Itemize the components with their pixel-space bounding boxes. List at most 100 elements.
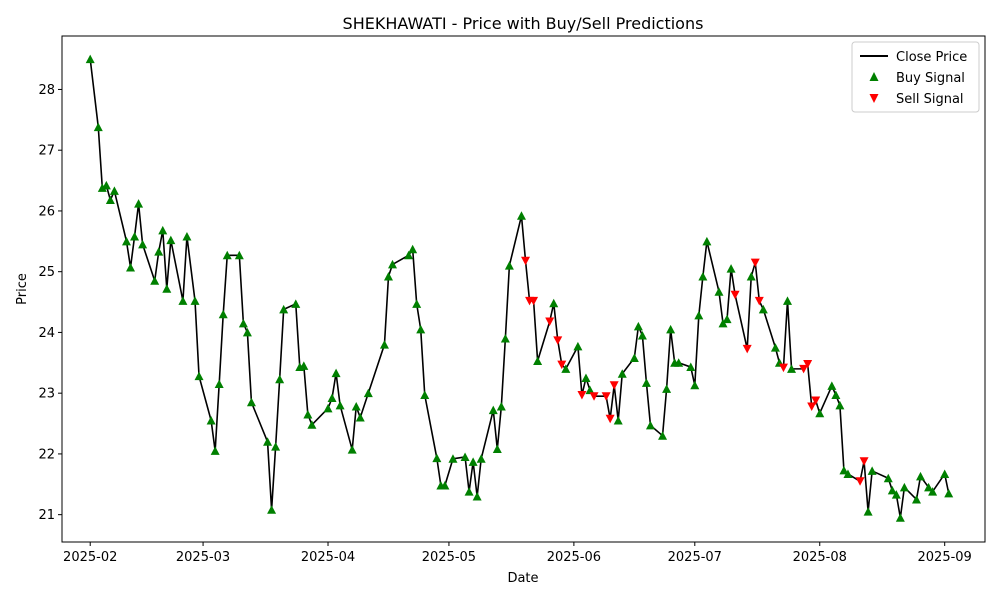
buy-signal-marker (867, 466, 877, 475)
sell-signal-marker (799, 364, 809, 374)
x-axis: 2025-02 2025-03 2025-04 2025-05 2025-06 2025-… (63, 542, 972, 565)
buy-signal-marker (101, 180, 111, 190)
buy-signal-marker (383, 272, 393, 281)
buy-signal-marker (162, 284, 172, 293)
x-tick-label: 2025-08 (793, 550, 847, 565)
legend-sell-marker (869, 94, 879, 103)
buy-signal-marker (500, 334, 510, 343)
buy-signal-marker (702, 236, 712, 246)
buy-signal-marker (835, 400, 845, 410)
sell-signal-marker (557, 360, 567, 370)
buy-signal-marker (440, 481, 450, 490)
sell-signal-marker (553, 336, 563, 345)
buy-signal-marker (641, 378, 651, 387)
plot-frame (61, 35, 986, 543)
buy-signal-marker (299, 361, 309, 370)
buy-signal-marker (629, 353, 639, 362)
buy-signal-marker (335, 400, 345, 410)
buy-signal-marker (448, 454, 458, 463)
buy-signal-marker (379, 340, 389, 349)
buy-signal-marker (581, 373, 591, 382)
buy-signal-marker (158, 225, 168, 235)
buy-signal-marker (658, 431, 668, 440)
buy-signal-marker (97, 183, 107, 192)
buy-signal-marker (307, 420, 317, 429)
buy-signal-marker (238, 318, 248, 328)
buy-signal-marker (138, 239, 148, 249)
sell-signal-marker (807, 402, 817, 412)
buy-signal-marker (85, 54, 95, 64)
buy-signal-marker (831, 390, 841, 399)
buy-signal-marker (150, 276, 160, 285)
buy-signal-marker (492, 444, 502, 454)
buy-signal-marker (887, 485, 897, 495)
sell-signal-marker (855, 477, 865, 486)
sell-signal-marker (529, 296, 539, 306)
buy-signal-marker (698, 272, 708, 281)
buy-signal-marker (488, 405, 498, 415)
buy-signal-marker (279, 304, 289, 314)
x-tick-label: 2025-02 (63, 550, 117, 565)
buy-signal-marker (674, 358, 684, 367)
buy-signal-marker (93, 122, 103, 132)
buy-signal-marker (408, 244, 418, 254)
sell-signal-marker (605, 414, 615, 424)
sell-signal-marker (609, 381, 619, 390)
buy-signal-marker (645, 420, 655, 430)
buy-signal-marker (827, 381, 837, 390)
y-tick-label: 27 (38, 144, 55, 159)
chart-title: SHEKHAWATI - Price with Buy/Sell Predict… (343, 14, 704, 33)
buy-signal-marker (182, 231, 192, 241)
y-tick-label: 28 (38, 83, 55, 98)
buy-signal-marker (533, 356, 543, 365)
y-axis-label: Price (15, 273, 30, 305)
buy-signal-marker (722, 314, 732, 324)
buy-signal-marker (899, 482, 909, 492)
buy-signal-marker (549, 298, 559, 308)
buy-signal-marker (585, 385, 595, 395)
buy-signal-marker (109, 186, 119, 195)
buy-signal-marker (891, 490, 901, 499)
sell-signal-marker (742, 344, 752, 354)
y-tick-label: 21 (38, 508, 55, 523)
y-tick-label: 26 (38, 204, 55, 219)
x-tick-label: 2025-09 (918, 550, 972, 565)
buy-signal-marker (416, 324, 426, 334)
legend-label-buy: Buy Signal (896, 71, 965, 86)
buy-signal-marker (194, 371, 204, 381)
buy-signal-marker (637, 330, 647, 340)
buy-signal-marker (895, 513, 905, 522)
buy-signal-marker (271, 442, 281, 451)
buy-signal-marker (516, 211, 526, 220)
sell-signal-marker (859, 457, 869, 466)
buy-signal-marker (323, 403, 333, 413)
buy-signal-marker (940, 469, 950, 478)
buy-signal-marker (275, 374, 285, 384)
buy-signal-marker (476, 454, 486, 463)
buy-signal-marker (303, 409, 313, 419)
y-tick-label: 22 (38, 447, 55, 462)
buy-signal-marker (291, 299, 301, 308)
buy-signal-marker (363, 388, 373, 398)
buy-signal-marker (504, 261, 514, 270)
buy-signal-marker (388, 259, 398, 269)
buy-signal-marker (916, 471, 926, 481)
buy-signal-marker (234, 250, 244, 260)
buy-signal-marker (770, 343, 780, 352)
buy-signal-marker (883, 473, 893, 483)
buy-signal-marker (126, 262, 136, 272)
buy-signal-marker (327, 393, 337, 403)
buy-signal-marker (222, 250, 232, 260)
y-axis: 21 22 23 24 25 26 27 28 (38, 83, 62, 523)
buy-signal-marker (911, 494, 921, 504)
buy-signal-marker (154, 247, 164, 256)
buy-signal-marker (404, 250, 414, 260)
y-tick-label: 24 (38, 326, 55, 341)
buy-signal-marker (863, 507, 873, 516)
plot-area (85, 54, 954, 522)
buy-signal-marker (420, 390, 430, 399)
buy-signal-marker (613, 416, 623, 425)
buy-signal-marker (690, 380, 700, 390)
buy-signal-marker (166, 235, 176, 245)
